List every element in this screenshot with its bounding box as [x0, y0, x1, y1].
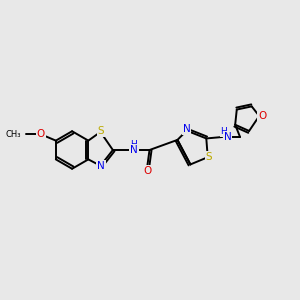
Text: H: H — [220, 127, 227, 136]
Text: CH₃: CH₃ — [5, 130, 21, 139]
Text: S: S — [98, 126, 104, 136]
Text: O: O — [143, 166, 151, 176]
Text: H: H — [130, 140, 136, 149]
Text: O: O — [37, 129, 45, 139]
Text: N: N — [224, 132, 231, 142]
Text: S: S — [206, 152, 212, 162]
Text: N: N — [183, 124, 190, 134]
Text: N: N — [97, 161, 105, 171]
Text: O: O — [258, 111, 266, 121]
Text: N: N — [130, 145, 138, 155]
